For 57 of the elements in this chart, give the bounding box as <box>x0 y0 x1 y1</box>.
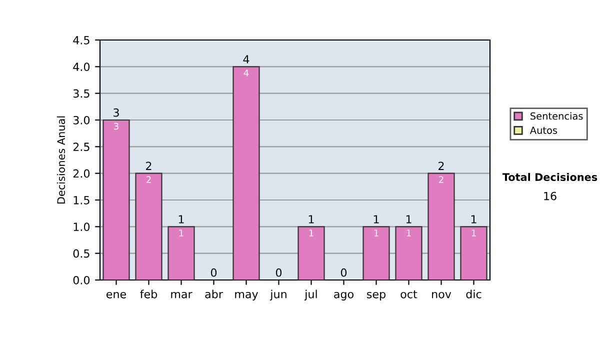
total-label: 0 <box>276 268 282 277</box>
bar <box>298 226 325 280</box>
y-axis-title: Decisiones Anual <box>56 116 66 204</box>
data-label: 2 <box>146 176 151 183</box>
x-tick-label: oct <box>400 290 418 298</box>
y-tick-label: 0.0 <box>73 276 90 284</box>
bar <box>460 226 488 280</box>
x-tick-label: ene <box>106 292 126 298</box>
x-tick-label: ago <box>334 292 354 300</box>
data-label: 4 <box>244 70 249 76</box>
data-label: 1 <box>406 230 411 236</box>
legend-label: Sentencias <box>530 112 583 120</box>
bar <box>362 226 390 280</box>
bar <box>395 226 422 280</box>
x-tick-label: feb <box>140 290 158 298</box>
x-tick-label: nov <box>432 292 452 298</box>
total-label: 1 <box>308 215 314 224</box>
bar <box>168 226 195 280</box>
bar <box>428 172 455 280</box>
y-tick-label: 2.0 <box>73 169 90 178</box>
total-label: 1 <box>406 215 412 224</box>
legend-label: Autos <box>530 126 558 134</box>
y-tick-label: 4.5 <box>73 36 90 44</box>
total-label: 3 <box>114 108 119 117</box>
bar <box>232 66 260 280</box>
data-label: 2 <box>439 176 444 183</box>
total-label: 2 <box>438 162 444 170</box>
x-tick-label: jul <box>304 290 317 300</box>
bar <box>102 119 130 280</box>
bar <box>135 172 162 280</box>
x-tick-label: abr <box>205 290 223 298</box>
total-label: 1 <box>374 215 379 224</box>
y-tick-label: 0.5 <box>73 249 90 258</box>
total-label: 2 <box>146 162 152 170</box>
x-tick-label: dic <box>466 290 482 298</box>
total-label: 1 <box>471 215 476 224</box>
total-label: 0 <box>340 268 347 277</box>
y-tick-label: 3.0 <box>73 116 90 124</box>
y-tick-label: 1.5 <box>74 196 90 204</box>
data-label: 3 <box>114 122 118 130</box>
x-tick-label: sep <box>367 292 386 300</box>
text: Total Decisiones <box>502 172 598 182</box>
data-label: 1 <box>472 230 476 236</box>
data-label: 1 <box>309 230 314 236</box>
x-tick-label: jun <box>270 290 286 300</box>
x-tick-label: may <box>235 292 258 300</box>
y-tick-label: 2.5 <box>73 142 90 152</box>
x-tick-label: mar <box>171 292 192 298</box>
data-label: 1 <box>179 230 184 236</box>
total-label: 0 <box>210 268 217 277</box>
y-tick-label: 3.5 <box>73 89 90 98</box>
total-label: 1 <box>178 215 184 224</box>
y-tick-label: 1.0 <box>74 222 90 232</box>
data-label: 1 <box>374 230 378 236</box>
total-label: 4 <box>243 55 250 64</box>
y-tick-label: 4.0 <box>73 62 90 72</box>
text: 16 <box>544 192 556 200</box>
